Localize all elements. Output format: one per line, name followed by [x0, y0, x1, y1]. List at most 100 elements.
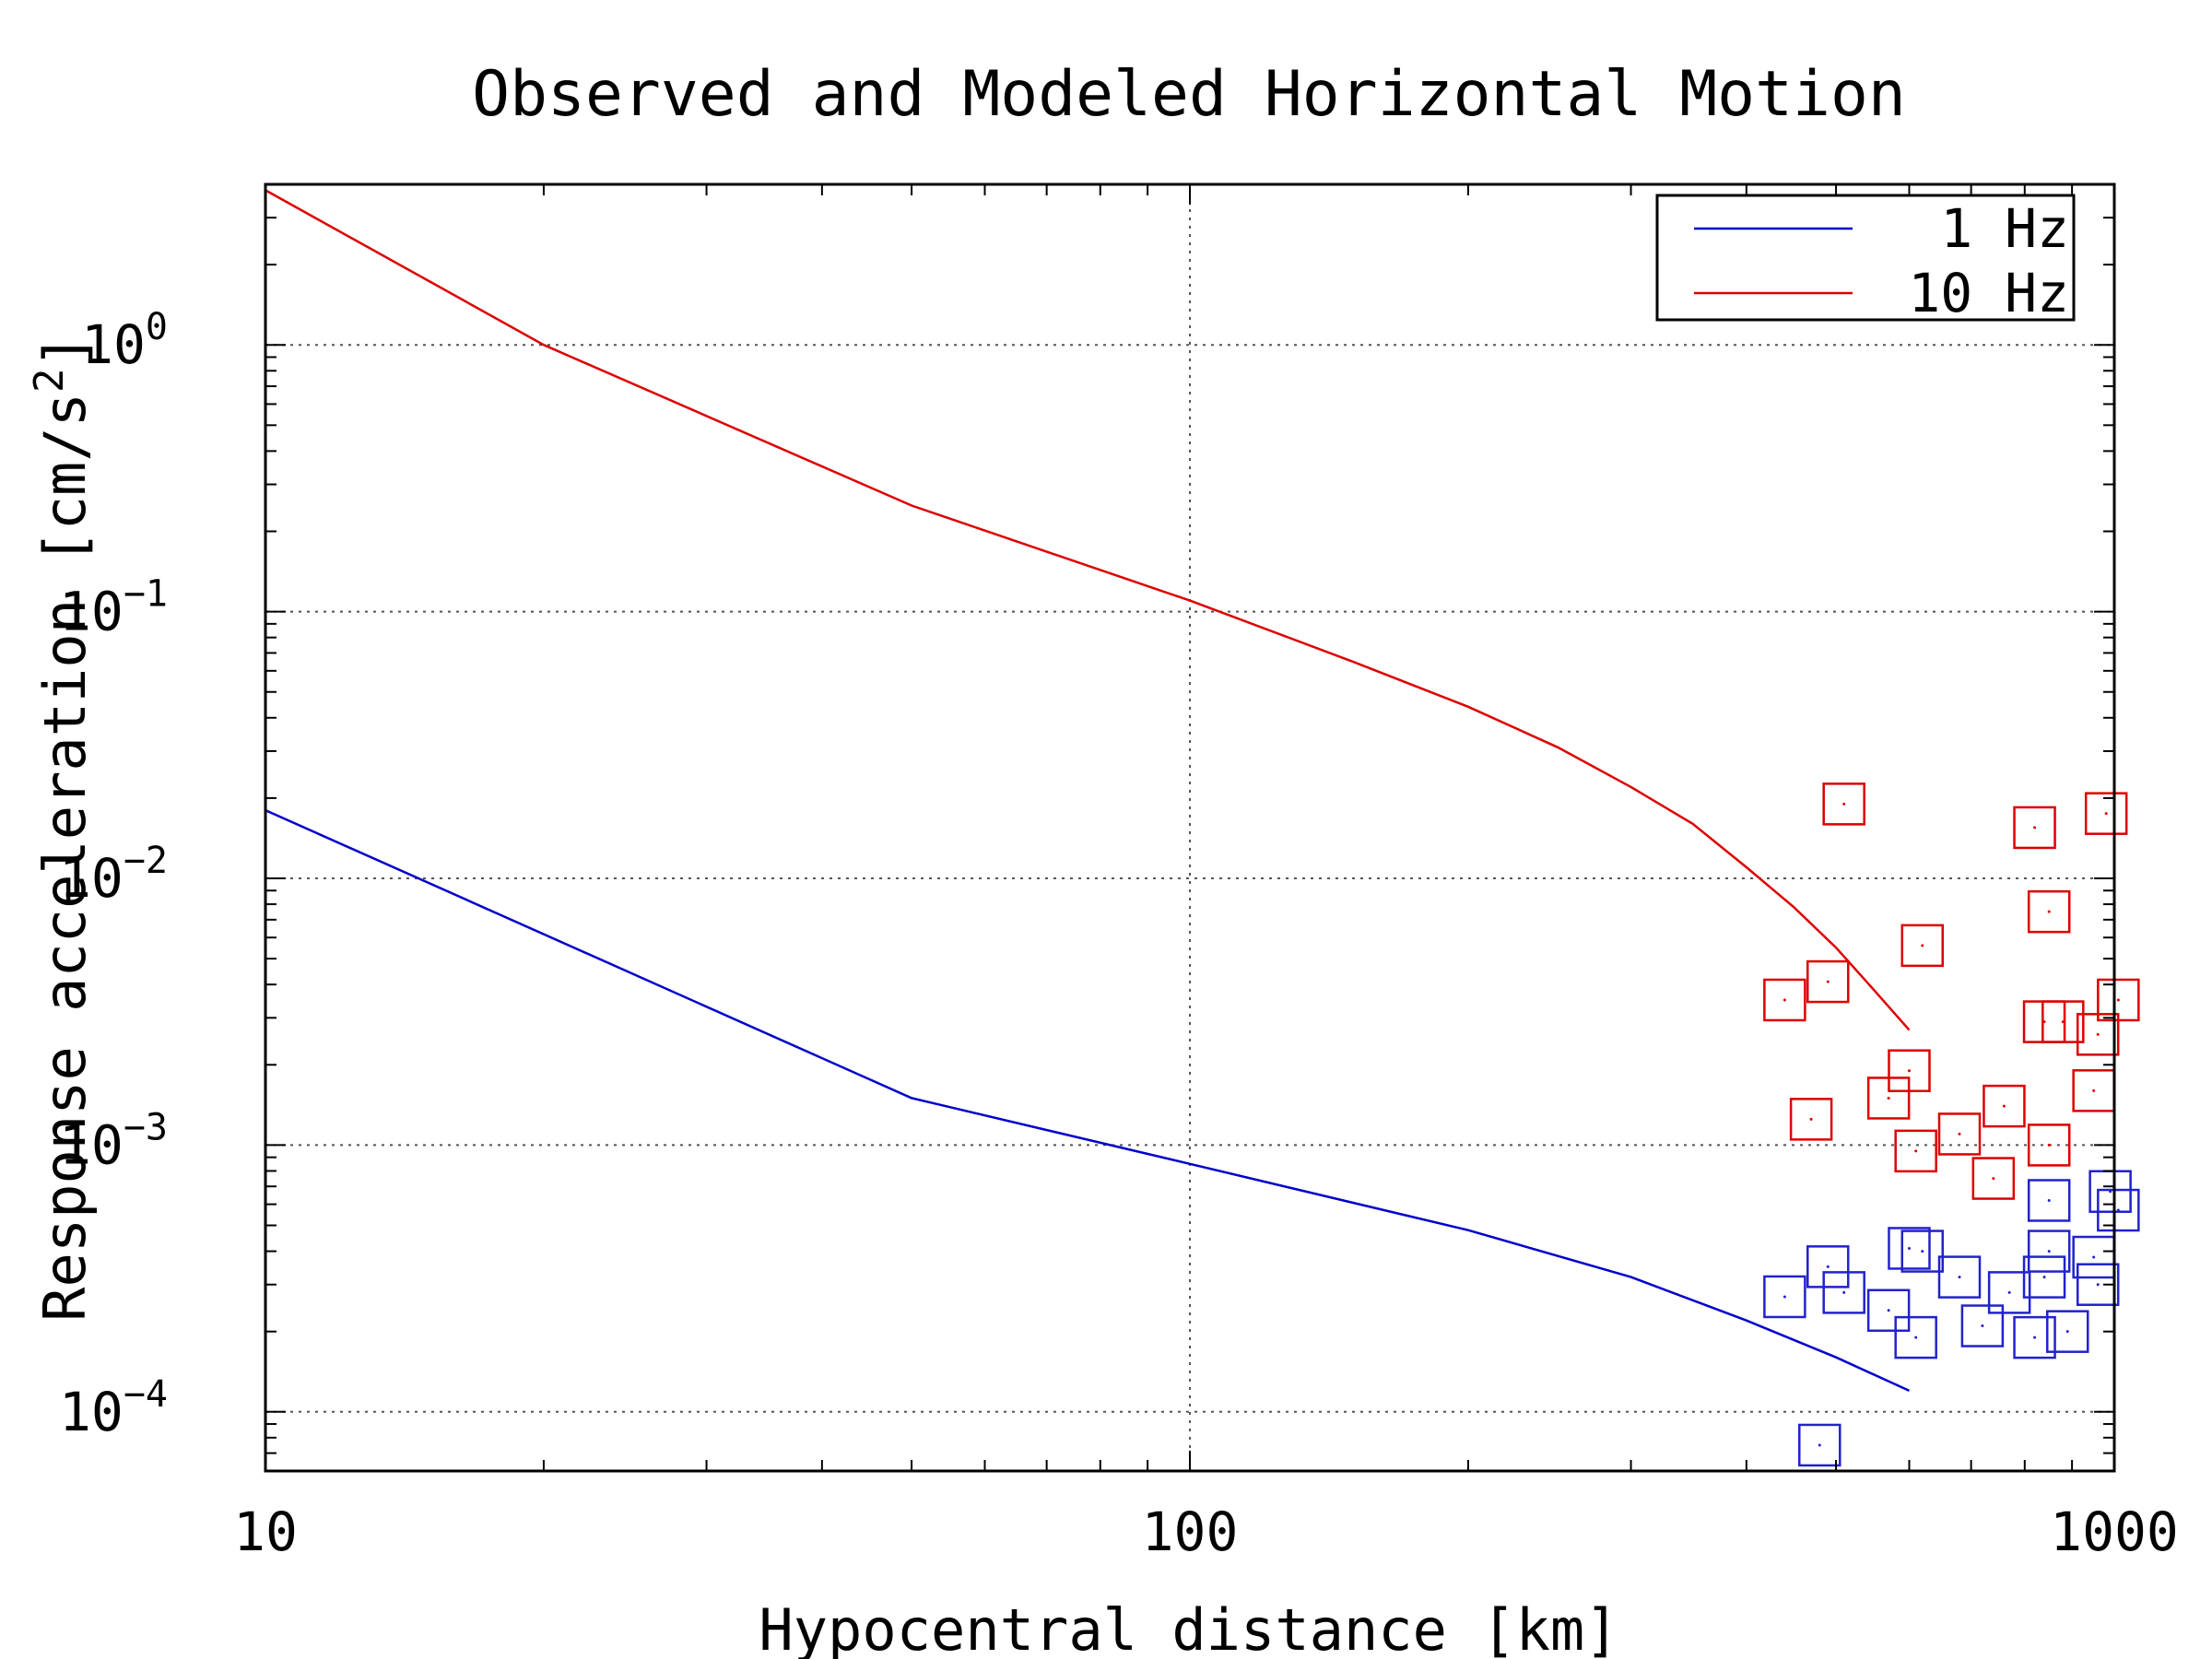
observed-point-center [1921, 1250, 1924, 1253]
observed-point-blue [2045, 1310, 2089, 1353]
observed-point-center [2096, 1283, 2100, 1287]
observed-point-blue [2022, 1255, 2066, 1299]
observed-point-center [1958, 1276, 1961, 1279]
series-line-1hz [265, 808, 1911, 1393]
observed-point-center [2116, 1208, 2120, 1212]
legend-label: 10 Hz [1908, 262, 2069, 324]
observed-point-blue [1894, 1315, 1937, 1359]
observed-point-blue [2013, 1315, 2056, 1359]
observed-point-center [1907, 1246, 1911, 1250]
observed-point-blue [2076, 1263, 2120, 1306]
observed-point-red [1894, 1129, 1937, 1173]
y-tick-label-base: 10 [59, 581, 124, 643]
observed-point-center [1981, 1324, 1984, 1328]
observed-point-blue [2027, 1179, 2071, 1222]
observed-point-red [2084, 792, 2128, 835]
observed-point-center [1958, 1132, 1961, 1135]
y-tick-label-base: 10 [81, 313, 146, 376]
observed-point-center [2104, 812, 2108, 816]
y-axis-label: Response acceleration [cm/s2] [26, 334, 99, 1322]
observed-point-center [1783, 1295, 1786, 1299]
observed-point-center [2047, 910, 2051, 913]
y-axis-label-text: Response acceleration [cm/s [31, 393, 99, 1322]
legend-label: 1 Hz [1940, 197, 2069, 260]
observed-point-center [2047, 1143, 2051, 1147]
observed-point-red [1983, 1084, 2026, 1128]
y-tick-label: 10−4 [59, 1373, 168, 1443]
observed-point-center [2061, 1020, 2065, 1024]
observed-point-center [1826, 1265, 1830, 1268]
observed-point-red [1806, 959, 1850, 1004]
x-tick-label: 10 [233, 1500, 298, 1563]
observed-point-red [2027, 889, 2071, 934]
observed-point-center [1842, 802, 1846, 806]
observed-point-center [2033, 826, 2037, 830]
observed-point-blue [1960, 1304, 2005, 1347]
y-tick-label-exponent: −2 [124, 840, 168, 882]
observed-point-center [1809, 1117, 1813, 1121]
x-axis-label: Hypocentral distance [km] [759, 1596, 1618, 1659]
observed-point-blue [1822, 1271, 1865, 1314]
y-tick-label-exponent: −1 [124, 573, 168, 616]
observed-point-red [2013, 806, 2056, 850]
y-tick-label-base: 10 [59, 847, 124, 910]
observed-point-center [1992, 1177, 1995, 1181]
y-tick-label: 100 [81, 306, 168, 376]
observed-point-red [2041, 1000, 2085, 1043]
observed-point-blue [1900, 1230, 1945, 1273]
observed-point-center [2007, 1290, 2011, 1294]
x-tick-label: 1000 [2050, 1500, 2179, 1563]
observed-point-blue [1806, 1245, 1850, 1288]
y-tick-label-exponent: 0 [146, 306, 168, 348]
observed-point-center [1887, 1309, 1890, 1312]
observed-point-center [2096, 1032, 2100, 1036]
y-tick-label-exponent: −4 [124, 1373, 168, 1416]
y-tick-label-base: 10 [59, 1113, 124, 1176]
y-tick-label: 10−3 [59, 1106, 168, 1176]
observed-point-center [1783, 998, 1786, 1002]
observed-point-blue [1866, 1288, 1911, 1333]
observed-point-red [1822, 782, 1865, 826]
observed-point-red [1900, 924, 1945, 968]
observed-point-center [2033, 1335, 2037, 1339]
observed-point-center [1914, 1149, 1918, 1153]
y-tick-label-base: 10 [59, 1381, 124, 1443]
y-tick-label-exponent: −3 [124, 1106, 168, 1148]
observed-point-blue [2097, 1188, 2140, 1232]
observed-point-center [1907, 1069, 1911, 1073]
observed-point-center [2092, 1255, 2096, 1259]
observed-point-red [1789, 1098, 1833, 1141]
x-tick-label: 100 [1142, 1500, 1239, 1563]
observed-point-center [2065, 1330, 2069, 1334]
grid [265, 184, 2114, 1471]
observed-point-red [1971, 1157, 2016, 1200]
observed-point-blue [1987, 1271, 2031, 1314]
observed-point-center [1887, 1096, 1890, 1100]
y-axis-label-superscript: 2 [26, 368, 73, 393]
observed-point-center [1921, 944, 1924, 947]
observed-point-center [1818, 1443, 1821, 1447]
observed-point-blue [1888, 1227, 1931, 1270]
observed-point-center [1826, 980, 1830, 983]
observed-point-red [1937, 1112, 1982, 1156]
observed-point-red [2076, 1013, 2120, 1056]
observed-point-blue [1937, 1255, 1982, 1299]
observed-point-red [1763, 978, 1806, 1022]
observed-point-red [1866, 1077, 1911, 1120]
observed-point-center [2047, 1250, 2051, 1253]
y-tick-label: 10−2 [59, 840, 168, 910]
observed-point-center [2042, 1276, 2046, 1279]
observed-point-center [2116, 998, 2120, 1002]
y-tick-label: 10−1 [59, 573, 168, 643]
y-axis-label-end: ] [31, 334, 99, 368]
observed-point-blue [1798, 1423, 1841, 1467]
observed-point-center [1914, 1335, 1918, 1339]
observed-point-red [2027, 1124, 2071, 1167]
observed-point-center [2092, 1088, 2096, 1092]
chart-title: Observed and Modeled Horizontal Motion [472, 58, 1906, 131]
observed-point-blue [1763, 1275, 1806, 1319]
observed-point-center [2047, 1198, 2051, 1202]
legend-box [1655, 194, 2076, 322]
